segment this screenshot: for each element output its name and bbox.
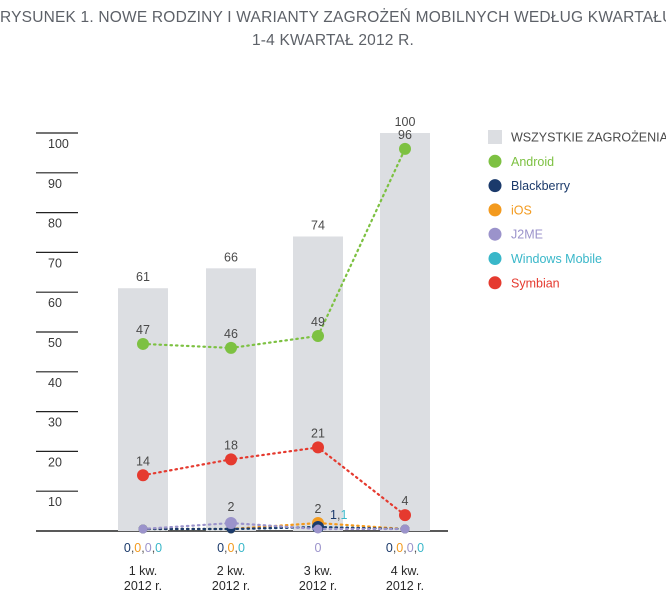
series-point-j2me-1: [138, 524, 148, 534]
data-label-j2me-2: 2: [228, 500, 235, 514]
zero-values-part-3-1: 0: [315, 541, 322, 555]
bar-value-label-1: 61: [136, 270, 150, 284]
y-tick-label-30: 30: [48, 416, 62, 430]
y-tick-label-10: 10: [48, 495, 62, 509]
y-tick-label-40: 40: [48, 376, 62, 390]
annotation-q3-part-1: 1: [330, 508, 337, 522]
category-label-2-line-2: 2012 r.: [212, 579, 250, 593]
bar-2: [206, 268, 256, 531]
series-line-blackberry: [141, 525, 407, 531]
series-point-symbian-4: [399, 509, 411, 522]
zero-values-part-4-1: 0: [386, 541, 393, 555]
legend-label-j2me: J2ME: [511, 228, 543, 242]
y-tick-label-50: 50: [48, 336, 62, 350]
zero-values-label-1: 0,0,0,0: [124, 541, 162, 555]
legend-swatch-blackberry: [488, 179, 502, 193]
zero-values-part-4-7: 0: [417, 541, 424, 555]
bar-4: [380, 133, 430, 531]
series-point-symbian-3: [312, 441, 324, 454]
category-label-3-line-2: 2012 r.: [299, 579, 337, 593]
legend-label-symbian: Symbian: [511, 276, 560, 290]
bar-1: [118, 288, 168, 531]
zero-values-part-1-6: ,: [152, 541, 155, 555]
zero-values-part-1-4: ,: [141, 541, 144, 555]
data-label-android-3: 49: [311, 315, 325, 329]
category-label-4-line-2: 2012 r.: [386, 579, 424, 593]
bar-value-label-3: 74: [311, 218, 325, 232]
series-point-android-2: [225, 341, 237, 354]
series-point-j2me-2: [225, 517, 237, 530]
legend-label-windows-mobile: Windows Mobile: [511, 252, 602, 266]
legend-swatch-android: [488, 154, 502, 168]
data-label-symbian-4: 4: [402, 494, 409, 508]
zero-values-label-2: 0,0,0: [217, 541, 245, 555]
legend-swatch-windows-mobile: [488, 252, 502, 265]
data-label-android-2: 46: [224, 327, 238, 341]
zero-values-part-1-1: 0: [124, 541, 131, 555]
zero-values-label-4: 0,0,0,0: [386, 541, 424, 555]
zero-values-part-1-5: 0: [145, 541, 152, 555]
category-label-2-line-1: 2 kw.: [217, 564, 246, 578]
zero-values-part-2-2: ,: [224, 541, 227, 555]
zero-values-label-3: 0: [315, 541, 322, 555]
data-label-ios-3: 2: [315, 502, 322, 516]
series-line-j2me: [141, 521, 407, 531]
zero-values-part-4-5: 0: [407, 541, 414, 555]
zero-values-part-2-1: 0: [217, 541, 224, 555]
y-tick-label-100: 100: [48, 137, 69, 151]
series-point-android-3: [312, 329, 324, 342]
bar-3: [293, 236, 343, 532]
chart-title-line-2: 1-4 KWARTAŁ 2012 R.: [251, 32, 415, 49]
series-point-symbian-2: [225, 453, 237, 466]
zero-values-part-4-4: ,: [403, 541, 406, 555]
legend-swatch-j2me: [488, 227, 502, 241]
zero-values-part-2-4: ,: [234, 541, 237, 555]
category-label-1-line-1: 1 kw.: [129, 564, 158, 578]
category-label-1-line-2: 2012 r.: [124, 579, 162, 593]
legend-label-android: Android: [511, 155, 554, 169]
chart-title-line-1: RYSUNEK 1. NOWE RODZINY I WARIANTY ZAGRO…: [0, 9, 666, 26]
zero-values-part-2-3: 0: [228, 541, 235, 555]
legend-swatch-all-threats: [488, 130, 502, 144]
data-label-q3-blackberry-windows: 1,1: [330, 508, 347, 522]
category-label-4-line-1: 4 kw.: [391, 564, 420, 578]
zero-values-part-1-7: 0: [155, 541, 162, 555]
legend-label-all-threats: WSZYSTKIE ZAGROŻENIA: [511, 131, 666, 145]
category-label-3-line-1: 3 kw.: [304, 564, 333, 578]
zero-values-part-1-2: ,: [131, 541, 134, 555]
legend-label-blackberry: Blackberry: [511, 179, 571, 193]
zero-values-part-4-3: 0: [396, 541, 403, 555]
data-label-android-1: 47: [136, 323, 150, 337]
y-tick-label-90: 90: [48, 177, 62, 191]
annotation-q3-part-3: 1: [340, 508, 347, 522]
series-line-android: [141, 147, 407, 350]
bar-value-label-2: 66: [224, 250, 238, 264]
chart-title: RYSUNEK 1. NOWE RODZINY I WARIANTY ZAGRO…: [0, 6, 666, 52]
y-tick-label-70: 70: [48, 256, 62, 270]
zero-values-part-2-5: 0: [238, 541, 245, 555]
y-tick-label-20: 20: [48, 455, 62, 469]
data-label-symbian-2: 18: [224, 438, 238, 452]
legend-swatch-ios: [488, 203, 502, 217]
series-line-symbian: [141, 446, 407, 517]
annotation-q3-part-2: ,: [337, 508, 340, 522]
series-point-android-1: [137, 337, 149, 350]
series-point-android-4: [399, 142, 411, 155]
series-point-j2me-4: [400, 524, 410, 534]
zero-values-part-4-2: ,: [393, 541, 396, 555]
data-label-symbian-1: 14: [136, 454, 150, 468]
zero-values-part-1-3: 0: [134, 541, 141, 555]
data-label-symbian-3: 21: [311, 426, 325, 440]
y-tick-label-80: 80: [48, 217, 62, 231]
bar-value-label-4: 100: [395, 115, 416, 129]
y-tick-label-60: 60: [48, 296, 62, 310]
legend-swatch-symbian: [488, 276, 502, 290]
zero-values-part-4-6: ,: [414, 541, 417, 555]
series-point-j2me-3: [313, 524, 323, 534]
data-label-android-4: 96: [398, 128, 412, 142]
series-point-symbian-1: [137, 469, 149, 482]
legend-label-ios: iOS: [511, 203, 532, 217]
